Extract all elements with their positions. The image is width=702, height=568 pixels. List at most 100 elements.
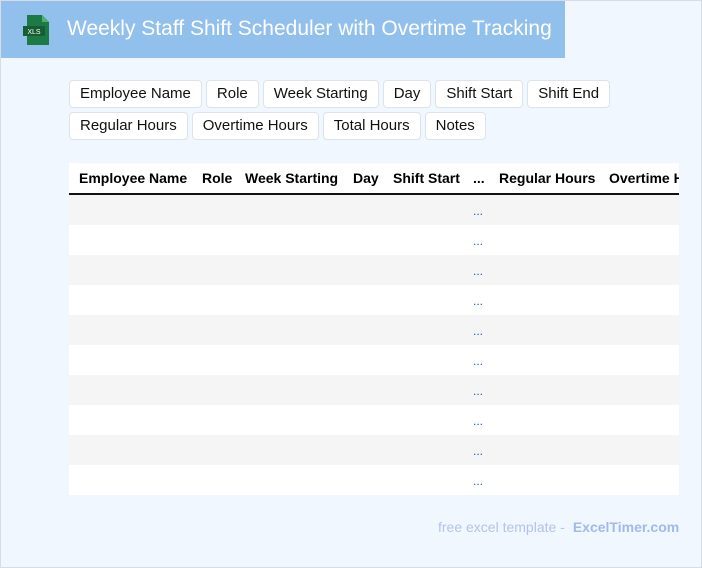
table-cell[interactable] — [69, 315, 192, 345]
table-cell[interactable] — [489, 345, 599, 375]
column-chip[interactable]: Shift End — [527, 80, 611, 108]
table-cell[interactable] — [192, 315, 235, 345]
table-cell[interactable]: ... — [473, 474, 484, 488]
table-cell[interactable] — [235, 255, 343, 285]
table-cell[interactable]: ... — [473, 264, 484, 278]
table-cell[interactable] — [489, 375, 599, 405]
column-chip[interactable]: Notes — [424, 112, 486, 140]
table-cell[interactable] — [599, 225, 679, 255]
column-chip[interactable]: Total Hours — [322, 112, 421, 140]
table-cell[interactable] — [192, 345, 235, 375]
table-cell[interactable] — [489, 225, 599, 255]
table-cell[interactable] — [489, 465, 599, 495]
table-cell[interactable] — [383, 315, 463, 345]
table-cell[interactable]: ... — [473, 384, 484, 398]
table-cell[interactable]: ... — [473, 444, 484, 458]
table-cell[interactable] — [235, 375, 343, 405]
svg-text:XLS: XLS — [27, 29, 41, 36]
column-header[interactable]: Day — [353, 170, 379, 186]
table-cell[interactable] — [343, 435, 383, 465]
table-cell[interactable] — [69, 435, 192, 465]
column-header[interactable]: Role — [202, 170, 233, 186]
table-cell[interactable] — [235, 315, 343, 345]
column-chip[interactable]: Week Starting — [262, 80, 379, 108]
table-cell[interactable] — [343, 465, 383, 495]
table-cell[interactable] — [489, 315, 599, 345]
table-cell[interactable] — [599, 405, 679, 435]
table-cell[interactable] — [69, 285, 192, 315]
column-chip[interactable]: Role — [205, 80, 259, 108]
table-cell[interactable] — [383, 465, 463, 495]
table-cell[interactable] — [69, 255, 192, 285]
table-cell[interactable] — [489, 435, 599, 465]
column-header[interactable]: Overtime Hours — [609, 170, 679, 186]
table-cell[interactable]: ... — [473, 234, 484, 248]
table-cell[interactable] — [599, 375, 679, 405]
table-cell[interactable] — [343, 315, 383, 345]
table-cell[interactable] — [343, 375, 383, 405]
table-cell[interactable]: ... — [473, 324, 484, 338]
table-cell[interactable] — [599, 285, 679, 315]
table-cell[interactable] — [343, 255, 383, 285]
column-header[interactable]: Shift Start — [393, 170, 460, 186]
table-cell[interactable] — [383, 255, 463, 285]
table-cell[interactable] — [235, 225, 343, 255]
footer-brand-link[interactable]: ExcelTimer.com — [572, 519, 680, 535]
table-cell[interactable] — [69, 465, 192, 495]
table-cell[interactable] — [235, 195, 343, 225]
table-cell[interactable] — [69, 345, 192, 375]
table-cell[interactable]: ... — [473, 204, 484, 218]
table-cell[interactable]: ... — [473, 414, 484, 428]
table-cell[interactable] — [69, 225, 192, 255]
column-chip[interactable]: Day — [382, 80, 432, 108]
table-cell[interactable] — [343, 285, 383, 315]
table-cell[interactable] — [489, 255, 599, 285]
table-cell[interactable]: ... — [473, 294, 484, 308]
table-cell[interactable] — [343, 195, 383, 225]
table-cell[interactable] — [343, 225, 383, 255]
table-cell[interactable] — [599, 465, 679, 495]
table-cell[interactable] — [69, 405, 192, 435]
table-cell[interactable] — [192, 375, 235, 405]
table-cell[interactable] — [192, 405, 235, 435]
column-chip[interactable]: Employee Name — [69, 80, 202, 108]
table-cell[interactable] — [489, 405, 599, 435]
column-header[interactable]: Regular Hours — [499, 170, 596, 186]
column-header[interactable]: ... — [473, 170, 485, 186]
table-cell[interactable] — [235, 435, 343, 465]
column-chip[interactable]: Shift Start — [435, 80, 524, 108]
table-cell[interactable] — [192, 285, 235, 315]
table-cell[interactable] — [383, 195, 463, 225]
table-cell[interactable] — [192, 435, 235, 465]
table-cell[interactable] — [383, 405, 463, 435]
table-cell[interactable] — [383, 345, 463, 375]
table-cell[interactable] — [69, 375, 192, 405]
table-cell[interactable] — [235, 465, 343, 495]
table-cell[interactable] — [235, 345, 343, 375]
table-cell[interactable] — [599, 345, 679, 375]
table-cell[interactable] — [343, 405, 383, 435]
table-cell[interactable] — [489, 195, 599, 225]
table-cell[interactable] — [383, 225, 463, 255]
table-cell[interactable] — [383, 435, 463, 465]
table-cell[interactable] — [235, 285, 343, 315]
table-cell[interactable] — [192, 255, 235, 285]
table-cell[interactable] — [599, 195, 679, 225]
column-chip[interactable]: Overtime Hours — [191, 112, 319, 140]
table-cell[interactable]: ... — [473, 354, 484, 368]
table-cell[interactable] — [489, 285, 599, 315]
table-cell[interactable] — [383, 285, 463, 315]
table-cell[interactable] — [383, 375, 463, 405]
column-chip[interactable]: Regular Hours — [69, 112, 188, 140]
table-cell[interactable] — [192, 465, 235, 495]
table-cell[interactable] — [599, 435, 679, 465]
column-header[interactable]: Week Starting — [245, 170, 339, 186]
table-cell[interactable] — [599, 315, 679, 345]
table-cell[interactable] — [192, 195, 235, 225]
table-cell[interactable] — [69, 195, 192, 225]
column-header[interactable]: Employee Name — [79, 170, 188, 186]
table-cell[interactable] — [599, 255, 679, 285]
table-cell[interactable] — [235, 405, 343, 435]
table-cell[interactable] — [343, 345, 383, 375]
table-cell[interactable] — [192, 225, 235, 255]
